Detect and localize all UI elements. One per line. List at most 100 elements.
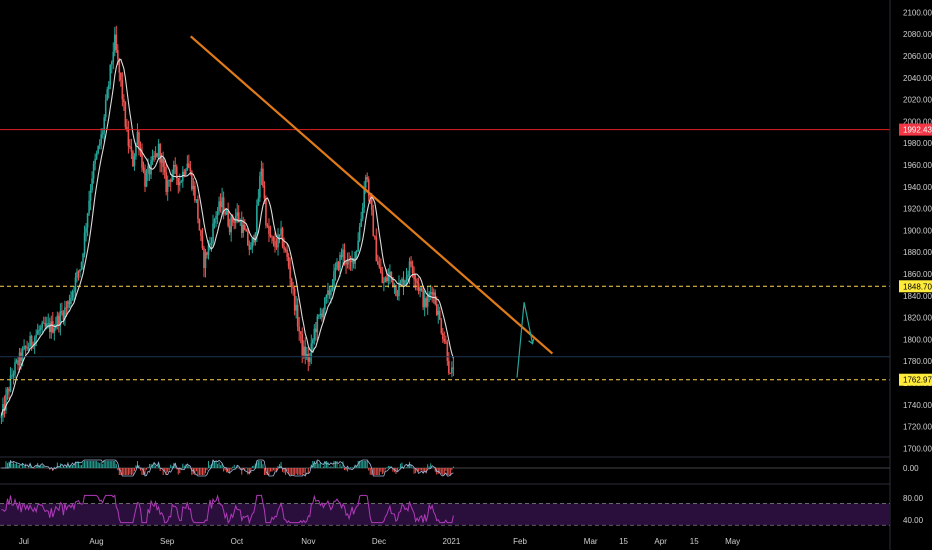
candle-body — [410, 261, 412, 265]
candle-body — [132, 151, 134, 167]
candle-body — [269, 233, 272, 237]
candle-body — [168, 179, 170, 181]
candle-body — [219, 201, 222, 208]
candle-body — [351, 258, 353, 263]
candle-body — [203, 248, 205, 269]
candle-body — [452, 367, 455, 369]
candle-body — [209, 243, 211, 246]
candle-body — [123, 99, 125, 103]
price-axis[interactable]: 2100.00 2080.00 2060.00 2040.00 2020.00 2000.… — [903, 8, 932, 453]
rsi-tick-label: 80.00 — [903, 494, 924, 503]
candle-body — [245, 230, 248, 232]
candle-body — [277, 234, 279, 248]
candle-body — [86, 213, 89, 228]
price-tick-label: 2060.00 — [903, 52, 932, 61]
candle-body — [331, 288, 334, 290]
candle-body — [257, 197, 260, 206]
candle-body — [169, 179, 172, 182]
candle-body — [109, 64, 112, 86]
candle-body — [59, 311, 62, 326]
candle-body — [215, 215, 217, 220]
support-price-tag[interactable] — [899, 373, 932, 386]
candle-body — [422, 290, 424, 308]
oscillator-tick-label: 0.00 — [903, 464, 919, 473]
candle-body — [438, 310, 441, 320]
candle-body — [431, 292, 434, 295]
rsi-line — [1, 494, 454, 525]
candles-layer — [0, 25, 455, 425]
candle-body — [305, 353, 308, 358]
candle-body — [333, 271, 335, 289]
candle-body — [361, 207, 364, 219]
candle-body — [77, 271, 80, 273]
candle-body — [399, 282, 402, 284]
candle-body — [178, 182, 181, 186]
candle-body — [27, 346, 30, 349]
candle-body — [48, 323, 51, 332]
candle-body — [417, 283, 420, 291]
resistance-price-tag[interactable] — [899, 123, 932, 136]
candle-body — [56, 315, 59, 326]
price-tick-label: 1900.00 — [903, 226, 932, 235]
candle-body — [210, 242, 213, 244]
candle-body — [39, 327, 42, 330]
candle-body — [260, 168, 263, 177]
projection-arrow[interactable] — [516, 302, 534, 378]
candle-body — [247, 231, 249, 245]
candle-body — [352, 258, 355, 264]
candle-body — [124, 102, 127, 127]
candle-body — [405, 276, 408, 281]
candle-body — [265, 198, 267, 226]
candle-body — [207, 245, 210, 256]
candle-body — [53, 328, 56, 333]
candle-body — [88, 200, 90, 214]
projection-arrow-head — [528, 338, 535, 345]
candle-body — [8, 388, 10, 392]
candle-body — [349, 260, 352, 263]
candle-body — [98, 143, 101, 146]
candle-body — [251, 238, 254, 248]
overlays-layer — [0, 35, 890, 381]
candle-body — [443, 338, 446, 342]
candle-body — [189, 167, 192, 172]
candle-body — [426, 295, 429, 307]
candle-body — [293, 288, 296, 311]
price-tick-label: 1720.00 — [903, 423, 932, 432]
candle-body — [281, 228, 284, 247]
candle-body — [221, 197, 223, 208]
mid-level-price-tag[interactable] — [899, 280, 932, 293]
candle-body — [243, 224, 246, 231]
time-tick-label: May — [725, 537, 740, 546]
candle-body — [416, 280, 418, 284]
time-axis[interactable]: Jul Aug Sep Oct Nov Dec 2021 Feb Mar 15 Apr 15 May — [19, 537, 740, 546]
candle-body — [106, 89, 109, 101]
candle-body — [304, 346, 307, 358]
candle-body — [239, 220, 242, 222]
candle-body — [383, 281, 385, 284]
candle-body — [298, 326, 300, 332]
candle-body — [315, 328, 317, 333]
candle-body — [290, 278, 293, 287]
candle-body — [234, 215, 237, 223]
time-tick-label: Sep — [160, 537, 175, 546]
candle-body — [230, 216, 232, 233]
candle-body — [94, 158, 96, 164]
candle-body — [384, 277, 387, 282]
candle-body — [420, 288, 423, 291]
candle-body — [11, 375, 13, 377]
candle-body — [225, 210, 228, 215]
trendline[interactable] — [189, 35, 554, 355]
candle-body — [85, 227, 87, 233]
candle-body — [445, 341, 447, 343]
candle-body — [334, 267, 337, 272]
price-tick-label: 1980.00 — [903, 139, 932, 148]
candle-body — [133, 156, 136, 167]
candle-body — [407, 274, 409, 277]
candle-body — [33, 337, 36, 347]
candle-body — [14, 362, 16, 374]
candle-body — [91, 178, 93, 190]
time-tick-label: Mar — [584, 537, 598, 546]
candle-body — [58, 315, 60, 326]
price-tags: 1992.43 1848.70 1762.97 — [899, 123, 932, 386]
